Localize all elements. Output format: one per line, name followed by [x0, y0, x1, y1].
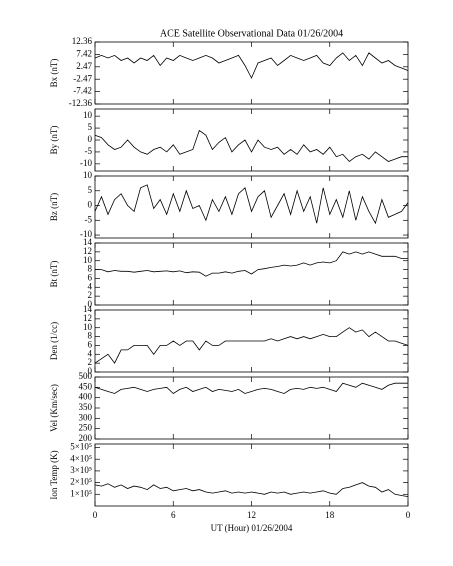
y-tick-label: 5: [88, 122, 93, 132]
x-axis-label: UT (Hour) 01/26/2004: [211, 523, 293, 533]
y-tick-label: 2×10⁵: [70, 477, 92, 487]
chart-title: ACE Satellite Observational Data 01/26/2…: [160, 28, 343, 39]
y-tick-label: -5: [85, 146, 93, 156]
data-line: [94, 382, 408, 395]
panel-frame: [94, 175, 409, 239]
y-tick-label: 3×10⁵: [70, 465, 92, 475]
y-tick-label: 4: [88, 281, 93, 291]
panel-frame: [94, 108, 409, 172]
x-tick-label: 0: [93, 510, 98, 520]
x-tick-label: 12: [247, 510, 256, 520]
y-axis-label: Vel (Km/sec): [49, 384, 59, 432]
panel-frame: [94, 443, 409, 507]
y-tick-label: 2: [88, 290, 93, 300]
y-tick-label: 14: [83, 237, 93, 247]
y-tick-label: 10: [83, 322, 93, 332]
data-line: [94, 52, 409, 79]
y-tick-label: 0: [88, 200, 93, 210]
y-tick-label: -10: [80, 229, 92, 239]
y-tick-label: 350: [79, 402, 93, 412]
y-axis-label: Bz (nT): [49, 193, 59, 221]
y-tick-label: 12: [83, 313, 92, 323]
y-tick-label: 4×10⁵: [70, 453, 92, 463]
y-tick-label: 12.36: [72, 36, 93, 46]
data-line: [95, 251, 408, 277]
y-tick-label: 400: [79, 392, 93, 402]
y-tick-label: 250: [79, 423, 93, 433]
y-axis-label: By (nT): [49, 126, 59, 155]
y-tick-label: 1×10⁵: [70, 488, 92, 498]
y-tick-label: -2.47: [73, 73, 92, 83]
y-tick-label: 10: [83, 255, 93, 265]
y-axis-label: Bt (nT): [49, 261, 59, 288]
y-tick-label: 2: [88, 357, 93, 367]
y-tick-label: 12: [83, 246, 92, 256]
y-axis-label: Bx (nT): [49, 59, 59, 88]
y-tick-label: -7.42: [73, 86, 92, 96]
y-tick-label: 14: [83, 304, 93, 314]
y-tick-label: 2.47: [76, 61, 92, 71]
y-tick-label: -5: [85, 214, 93, 224]
data-line: [94, 129, 408, 163]
y-tick-label: 500: [79, 371, 93, 381]
y-tick-label: 4: [88, 348, 93, 358]
panel-frame: [94, 41, 409, 105]
y-tick-label: 8: [88, 331, 93, 341]
x-tick-label: 0: [406, 510, 411, 520]
x-tick-label: 6: [171, 510, 176, 520]
y-tick-label: 7.42: [76, 48, 92, 58]
y-tick-label: 300: [79, 412, 93, 422]
y-tick-label: 5: [88, 185, 93, 195]
y-tick-label: 0: [88, 134, 93, 144]
data-line: [94, 184, 409, 225]
y-tick-label: 8: [88, 264, 93, 274]
y-tick-label: 10: [83, 110, 93, 120]
y-tick-label: 5×10⁵: [70, 442, 92, 452]
y-tick-label: 6: [88, 272, 93, 282]
data-line: [94, 482, 409, 497]
y-tick-label: 10: [83, 170, 93, 180]
y-tick-label: 0: [88, 366, 93, 376]
y-tick-label: 200: [79, 433, 93, 443]
y-tick-label: 0: [88, 299, 93, 309]
y-tick-label: -12.36: [69, 98, 93, 108]
y-axis-label: Den (1/cc): [49, 322, 59, 360]
y-tick-label: 450: [79, 381, 93, 391]
y-tick-label: -10: [80, 158, 92, 168]
data-line: [94, 327, 409, 364]
x-tick-label: 18: [325, 510, 335, 520]
y-axis-label: Ion Temp (K): [49, 450, 59, 499]
panel-frame: [94, 376, 409, 440]
y-tick-label: 6: [88, 339, 93, 349]
